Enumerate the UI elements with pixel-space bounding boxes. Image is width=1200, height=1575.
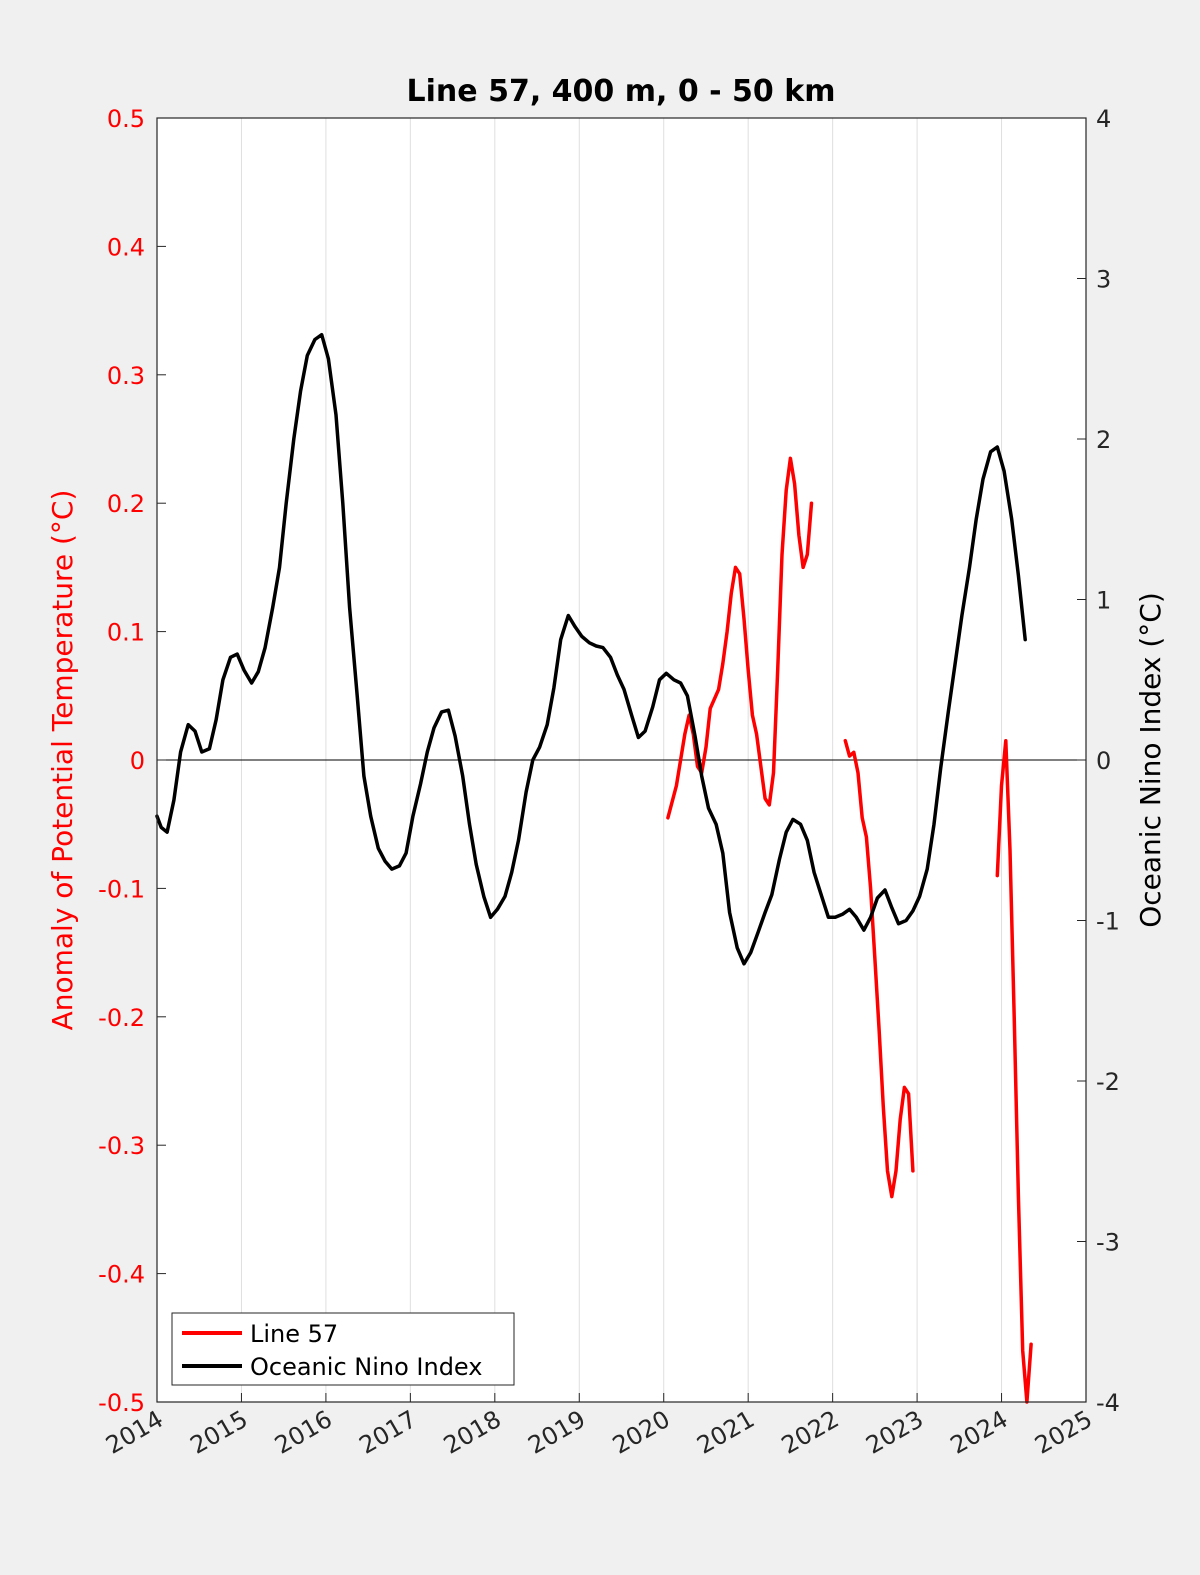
- right-y-tick-label: 2: [1096, 426, 1111, 454]
- right-axis-title: Oceanic Nino Index (°C): [1134, 592, 1167, 928]
- left-y-tick-label: -0.2: [98, 1004, 145, 1032]
- right-y-tick-label: 3: [1096, 266, 1111, 294]
- legend-box: [171, 1312, 515, 1386]
- right-y-tick-label: 1: [1096, 587, 1111, 615]
- left-y-tick-label: 0.2: [107, 490, 145, 518]
- left-y-tick-label: 0.5: [107, 105, 145, 133]
- series-layer: [155, 332, 1033, 1404]
- right-y-tick-label: -4: [1096, 1389, 1120, 1417]
- left-y-tick-label: -0.3: [98, 1132, 145, 1160]
- left-y-tick-label: 0.3: [107, 362, 145, 390]
- line-57-series-segment-2: [995, 738, 1033, 1404]
- left-y-tick-label: 0.1: [107, 619, 145, 647]
- right-y-tick-label: -1: [1096, 908, 1120, 936]
- chart-title: Line 57, 400 m, 0 - 50 km: [407, 74, 836, 109]
- right-y-tick-label: 4: [1096, 105, 1111, 133]
- left-y-tick-label: -0.1: [98, 875, 145, 903]
- left-axis-title: Anomaly of Potential Temperature (°C): [46, 490, 79, 1031]
- left-y-tick-label: 0: [130, 747, 145, 775]
- legend-label-line-57: Line 57: [250, 1320, 338, 1348]
- right-y-tick-label: -3: [1096, 1229, 1120, 1257]
- line-57-series-segment-1: [843, 738, 915, 1199]
- legend-label-oni: Oceanic Nino Index: [250, 1353, 482, 1381]
- right-y-tick-label: 0: [1096, 747, 1111, 775]
- oni-series-segment-0: [155, 332, 1027, 966]
- legend: Line 57 Oceanic Nino Index: [171, 1312, 515, 1386]
- right-y-tick-label: -2: [1096, 1068, 1120, 1096]
- left-y-tick-label: -0.4: [98, 1261, 145, 1289]
- left-y-tick-label: -0.5: [98, 1389, 145, 1417]
- line-57-series-segment-0: [666, 456, 814, 820]
- left-y-tick-label: 0.4: [107, 233, 145, 261]
